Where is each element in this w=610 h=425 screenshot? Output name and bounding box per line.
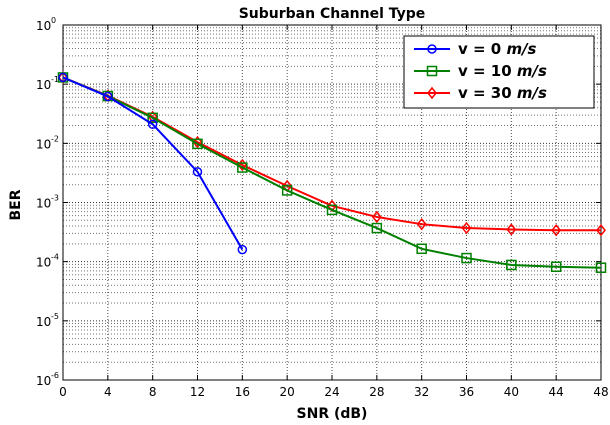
y-tick-base: 10 (36, 78, 51, 92)
y-tick-label: 10 -3 (36, 194, 59, 211)
data-point (192, 138, 203, 150)
x-tick-label: 28 (369, 385, 384, 399)
data-point (506, 223, 517, 236)
data-point (281, 185, 293, 196)
x-tick-label: 0 (59, 385, 67, 399)
x-tick-label: 4 (104, 385, 112, 399)
x-tick-label: 48 (593, 385, 608, 399)
y-tick-label: 10 0 (36, 16, 56, 33)
chart-title: Suburban Channel Type (239, 6, 426, 22)
y-tick-exponent: -3 (51, 194, 59, 203)
grid (63, 25, 601, 380)
data-point (461, 221, 472, 235)
x-axis-label: SNR (dB) (297, 406, 368, 422)
y-tick-exponent: 0 (51, 16, 56, 25)
data-point (58, 72, 68, 83)
y-tick-base: 10 (36, 19, 51, 33)
x-tick-label: 44 (549, 385, 564, 399)
data-point (147, 119, 158, 130)
x-tick-label: 32 (414, 385, 429, 399)
y-tick-label: 10 -1 (36, 75, 59, 92)
data-point (461, 252, 472, 264)
data-point (416, 243, 427, 255)
y-tick-exponent: -1 (51, 75, 59, 84)
y-tick-label: 10 -6 (36, 371, 59, 388)
legend-entry: v = 30 m/s (414, 84, 547, 102)
series-line (62, 76, 244, 251)
data-point (326, 204, 338, 216)
x-tick-label: 12 (190, 385, 205, 399)
data-point (506, 259, 517, 271)
legend-entry: v = 10 m/s (414, 62, 547, 80)
x-tick-label: 40 (504, 385, 519, 399)
y-axis-label: BER (8, 189, 24, 220)
data-point (551, 224, 562, 237)
data-point (147, 112, 158, 124)
x-tick-label: 20 (280, 385, 295, 399)
x-axis-ticks: 0 4 8 12 16 20 24 28 32 36 40 44 48 (59, 25, 609, 399)
legend-label: v = 0 m/s (458, 40, 537, 58)
series-0000ff (58, 72, 248, 255)
data-point (103, 91, 113, 102)
x-tick-label: 36 (459, 385, 474, 399)
data-point (192, 167, 203, 177)
series-layer (57, 71, 607, 273)
series-line (62, 76, 602, 269)
legend-label: v = 10 m/s (458, 62, 547, 80)
data-point (371, 222, 383, 234)
y-tick-label: 10 -2 (36, 134, 59, 151)
y-tick-exponent: -5 (51, 312, 59, 321)
y-tick-base: 10 (36, 374, 51, 388)
y-tick-exponent: -2 (51, 134, 59, 143)
legend-label: v = 30 m/s (458, 84, 547, 102)
data-point (192, 135, 203, 149)
data-point (237, 244, 248, 255)
x-tick-label: 8 (149, 385, 157, 399)
y-tick-label: 10 -4 (36, 253, 59, 270)
x-tick-label: 16 (235, 385, 250, 399)
data-point (371, 210, 382, 224)
data-point (427, 44, 437, 54)
data-point (426, 65, 438, 77)
data-point (550, 261, 562, 273)
y-tick-base: 10 (36, 315, 51, 329)
y-tick-label: 10 -5 (36, 312, 59, 329)
y-tick-base: 10 (36, 197, 51, 211)
data-point (596, 224, 606, 237)
y-tick-exponent: -4 (51, 253, 59, 262)
x-tick-label: 24 (324, 385, 339, 399)
data-point (416, 217, 427, 231)
y-tick-base: 10 (36, 137, 51, 151)
data-point (427, 86, 437, 100)
y-tick-base: 10 (36, 256, 51, 270)
legend: v = 0 m/s v = 10 m/s v = 30 m/s (403, 35, 595, 109)
legend-entry: v = 0 m/s (414, 40, 537, 58)
data-point (237, 162, 248, 173)
data-point (595, 262, 607, 273)
y-tick-exponent: -6 (51, 371, 59, 380)
